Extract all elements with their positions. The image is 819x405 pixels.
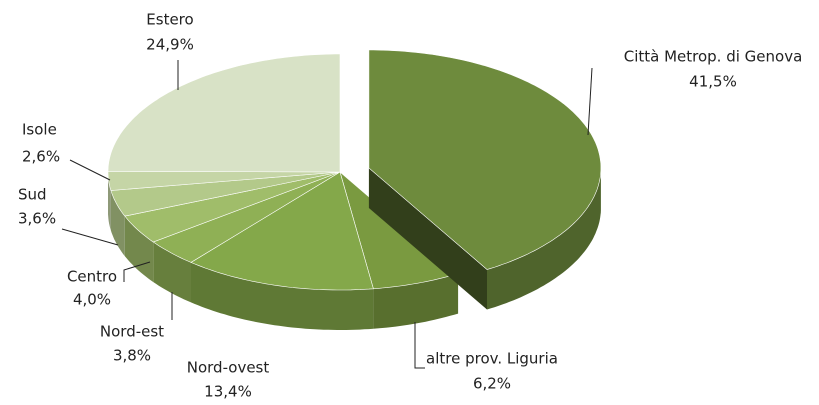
slice-label: Centro xyxy=(67,268,117,286)
slice xyxy=(368,49,602,270)
slice-side xyxy=(153,242,191,303)
slice-label: altre prov. Liguria xyxy=(426,350,558,368)
slice xyxy=(152,171,341,263)
slice xyxy=(107,53,341,173)
slice-side xyxy=(191,262,374,330)
leader-line xyxy=(123,261,151,282)
slice-face xyxy=(368,168,487,310)
slice xyxy=(124,171,341,243)
leader-line xyxy=(414,322,425,369)
slice-label: Sud xyxy=(18,186,47,204)
slice-side xyxy=(373,273,459,329)
slice-label: Nord-ovest xyxy=(187,359,270,377)
slice-label: Estero xyxy=(146,11,193,29)
slice-value-label: 24,9% xyxy=(146,36,194,54)
slice-value-label: 4,0% xyxy=(73,291,111,309)
slice-side xyxy=(110,190,125,257)
slice-value-label: 3,8% xyxy=(113,347,151,365)
slice xyxy=(190,171,374,291)
slice-label: Isole xyxy=(22,121,57,139)
leader-line xyxy=(69,159,111,181)
slice xyxy=(110,171,341,217)
leader-line xyxy=(587,67,593,136)
slice-side xyxy=(124,216,154,282)
slice-side xyxy=(487,168,601,310)
slice-value-label: 13,4% xyxy=(204,383,252,401)
slice-value-label: 6,2% xyxy=(473,375,511,393)
slice-label: Nord-est xyxy=(100,323,164,341)
slice-label: Città Metrop. di Genova xyxy=(624,48,803,66)
slice-value-label: 41,5% xyxy=(689,73,737,91)
slice-value-label: 2,6% xyxy=(22,148,60,166)
slice xyxy=(107,170,341,191)
slice-side xyxy=(108,172,111,231)
leader-line xyxy=(61,228,119,246)
slice-value-label: 3,6% xyxy=(18,210,56,228)
